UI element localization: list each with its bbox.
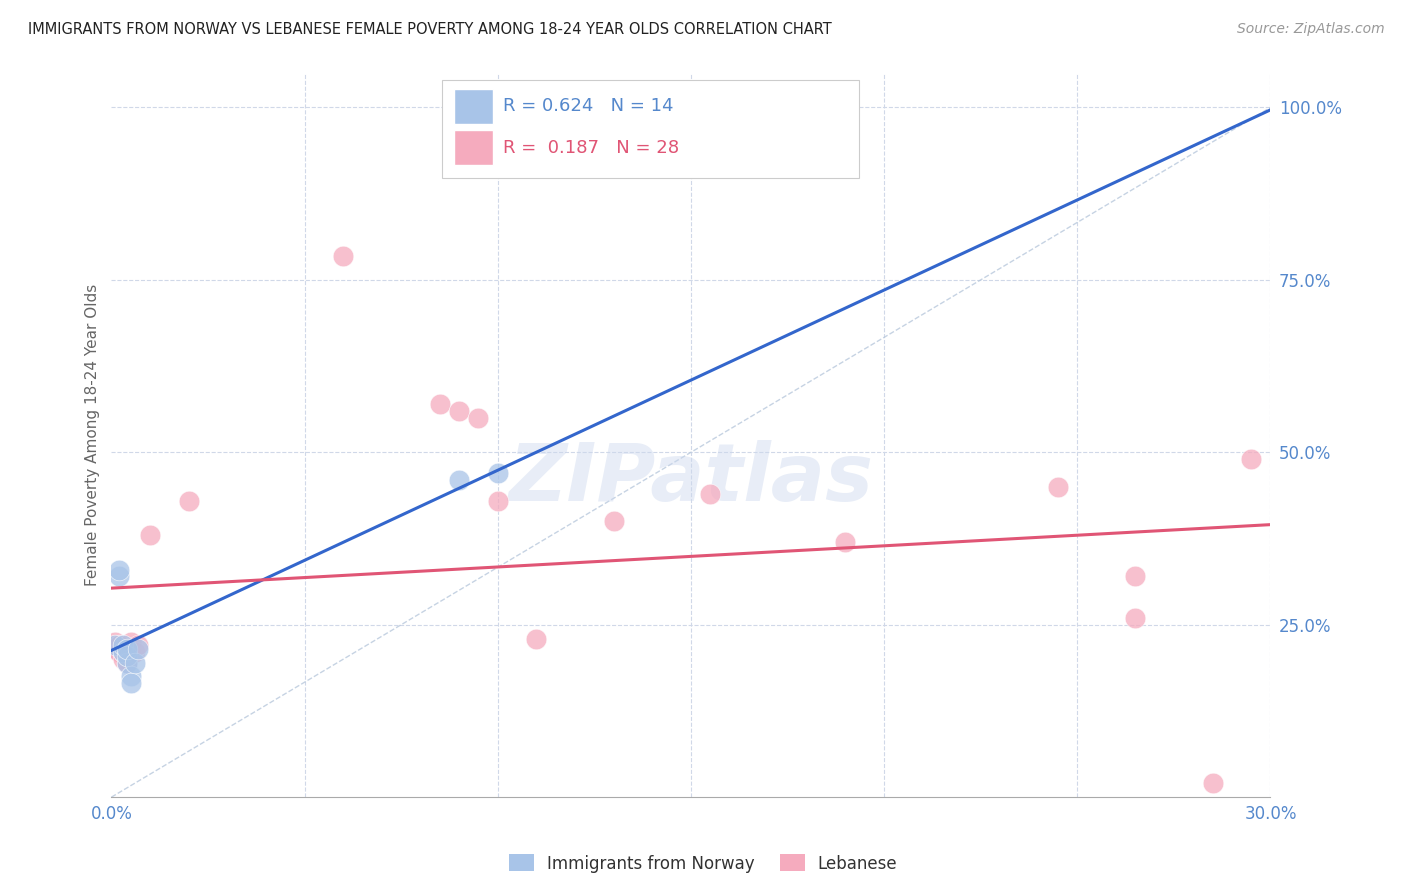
Point xyxy=(602,514,624,528)
Point xyxy=(486,466,509,480)
Point xyxy=(108,645,131,659)
Point xyxy=(120,669,142,683)
Point xyxy=(115,648,138,663)
Point xyxy=(449,473,471,487)
Point xyxy=(115,656,138,670)
Legend: Immigrants from Norway, Lebanese: Immigrants from Norway, Lebanese xyxy=(502,847,904,880)
Point xyxy=(111,645,134,659)
Point xyxy=(139,528,162,542)
Point xyxy=(115,656,138,670)
Point xyxy=(1201,776,1223,790)
Point xyxy=(115,648,138,663)
Text: Source: ZipAtlas.com: Source: ZipAtlas.com xyxy=(1237,22,1385,37)
Point xyxy=(699,486,721,500)
Point xyxy=(429,397,451,411)
Point xyxy=(104,635,127,649)
Point xyxy=(124,656,146,670)
Point xyxy=(120,635,142,649)
Point xyxy=(1240,452,1263,467)
Point xyxy=(111,652,134,666)
Text: R =  0.187   N = 28: R = 0.187 N = 28 xyxy=(503,138,679,157)
Point xyxy=(124,645,146,659)
Point xyxy=(104,641,127,656)
Text: ZIPatlas: ZIPatlas xyxy=(509,440,873,517)
Point xyxy=(332,249,354,263)
Point xyxy=(1123,569,1146,583)
FancyBboxPatch shape xyxy=(454,130,492,165)
Point xyxy=(449,404,471,418)
Point xyxy=(120,641,142,656)
Point xyxy=(115,641,138,656)
Point xyxy=(1123,611,1146,625)
Point xyxy=(108,563,131,577)
Text: IMMIGRANTS FROM NORWAY VS LEBANESE FEMALE POVERTY AMONG 18-24 YEAR OLDS CORRELAT: IMMIGRANTS FROM NORWAY VS LEBANESE FEMAL… xyxy=(28,22,832,37)
Point xyxy=(108,639,131,653)
Point xyxy=(111,639,134,653)
Point xyxy=(526,632,548,646)
Point xyxy=(108,569,131,583)
Text: R = 0.624   N = 14: R = 0.624 N = 14 xyxy=(503,96,673,114)
Point xyxy=(1046,480,1069,494)
FancyBboxPatch shape xyxy=(454,89,492,124)
Point xyxy=(104,639,127,653)
Point xyxy=(486,493,509,508)
Point xyxy=(834,535,856,549)
Point xyxy=(467,410,489,425)
Point xyxy=(177,493,200,508)
Point xyxy=(127,641,149,656)
Point xyxy=(111,645,134,659)
FancyBboxPatch shape xyxy=(441,80,859,178)
Point xyxy=(120,676,142,690)
Point xyxy=(127,639,149,653)
Y-axis label: Female Poverty Among 18-24 Year Olds: Female Poverty Among 18-24 Year Olds xyxy=(86,284,100,586)
